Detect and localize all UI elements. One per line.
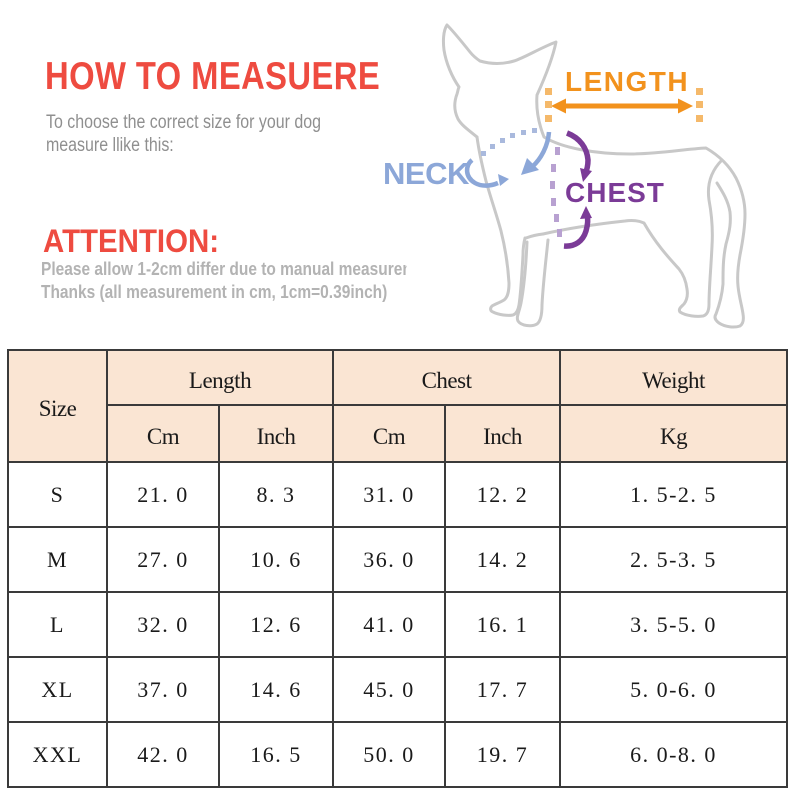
svg-text:NECK: NECK <box>383 156 470 191</box>
svg-text:CHEST: CHEST <box>565 177 665 208</box>
svg-text:LENGTH: LENGTH <box>565 66 689 97</box>
